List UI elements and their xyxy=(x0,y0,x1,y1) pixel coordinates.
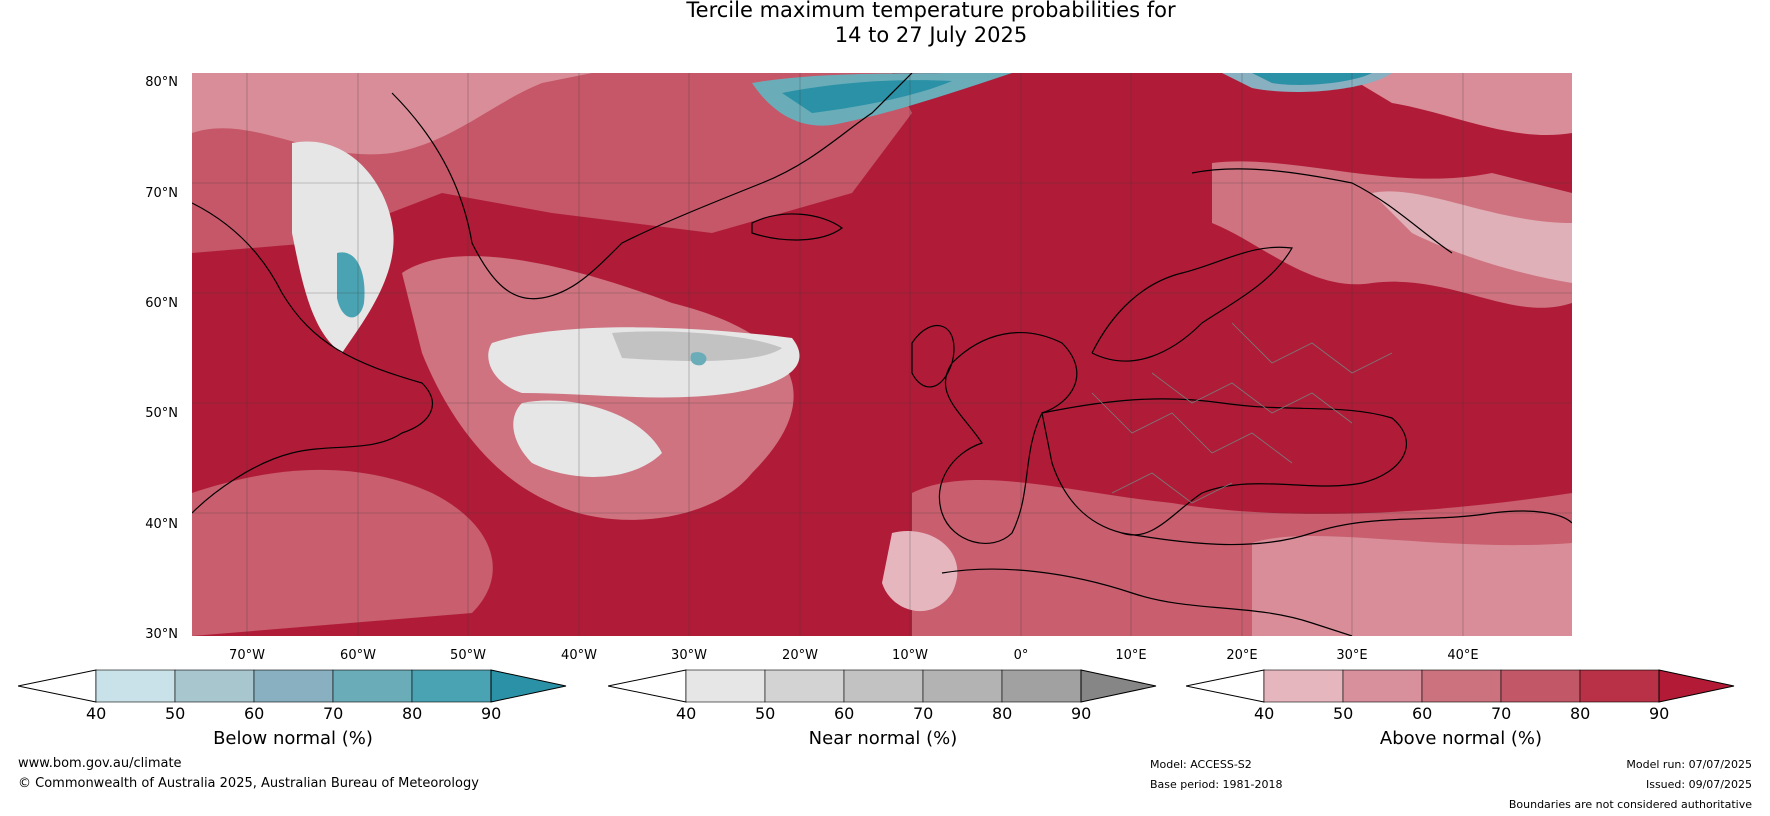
base-period-text: Base period: 1981-2018 xyxy=(1150,778,1283,791)
map-panel[interactable] xyxy=(192,73,1572,636)
cb2-tick-80: 80 xyxy=(992,704,1013,723)
cb2-tick-40: 40 xyxy=(676,704,697,723)
lat-label-70n: 70°N xyxy=(145,186,178,201)
lon-label-40e: 40°E xyxy=(1447,648,1479,663)
lat-label-80n: 80°N xyxy=(145,75,178,90)
chart-title: Tercile maximum temperature probabilitie… xyxy=(0,0,1770,48)
colorbar-below-normal: 40 50 60 70 80 90 Below normal (%) xyxy=(17,668,568,749)
cb1-tick-80: 80 xyxy=(402,704,423,723)
cb1-tick-50: 50 xyxy=(165,704,186,723)
website-link[interactable]: www.bom.gov.au/climate xyxy=(18,756,182,771)
lon-label-60w: 60°W xyxy=(340,648,376,663)
lon-label-50w: 50°W xyxy=(450,648,486,663)
lon-label-0: 0° xyxy=(1013,648,1029,663)
lon-label-10w: 10°W xyxy=(892,648,928,663)
copyright-text: © Commonwealth of Australia 2025, Austra… xyxy=(18,776,479,791)
cb1-tick-60: 60 xyxy=(244,704,265,723)
lon-label-20e: 20°E xyxy=(1226,648,1258,663)
cb2-label: Near normal (%) xyxy=(808,728,958,749)
cb3-tick-40: 40 xyxy=(1254,704,1275,723)
cb2-tick-70: 70 xyxy=(913,704,934,723)
colorbar-above-normal: 40 50 60 70 80 90 Above normal (%) xyxy=(1185,668,1736,749)
model-text: Model: ACCESS-S2 xyxy=(1150,758,1252,771)
disclaimer-text: Boundaries are not considered authoritat… xyxy=(1508,798,1752,811)
model-run-text: Model run: 07/07/2025 xyxy=(1626,758,1752,771)
cb1-tick-40: 40 xyxy=(86,704,107,723)
cb3-tick-80: 80 xyxy=(1570,704,1591,723)
lat-label-30n: 30°N xyxy=(145,627,178,642)
cb1-tick-70: 70 xyxy=(323,704,344,723)
cb3-tick-60: 60 xyxy=(1412,704,1433,723)
lat-label-60n: 60°N xyxy=(145,296,178,311)
issued-text: Issued: 09/07/2025 xyxy=(1645,778,1752,791)
title-line-1: Tercile maximum temperature probabilitie… xyxy=(686,0,1176,22)
colorbar-near-normal: 40 50 60 70 80 90 Near normal (%) xyxy=(607,668,1158,749)
lat-label-40n: 40°N xyxy=(145,517,178,532)
lon-label-20w: 20°W xyxy=(782,648,818,663)
cb1-tick-90: 90 xyxy=(481,704,502,723)
cb3-tick-90: 90 xyxy=(1649,704,1670,723)
cb2-tick-60: 60 xyxy=(834,704,855,723)
colorbar-below-normal-swatches xyxy=(17,669,567,703)
cb3-label: Above normal (%) xyxy=(1379,728,1543,749)
lon-label-30e: 30°E xyxy=(1336,648,1368,663)
cb2-tick-50: 50 xyxy=(755,704,776,723)
cb3-tick-50: 50 xyxy=(1333,704,1354,723)
cb3-tick-70: 70 xyxy=(1491,704,1512,723)
cb2-tick-90: 90 xyxy=(1071,704,1092,723)
colorbar-near-normal-swatches xyxy=(607,669,1157,703)
lon-label-30w: 30°W xyxy=(671,648,707,663)
lon-label-70w: 70°W xyxy=(229,648,265,663)
lon-label-40w: 40°W xyxy=(561,648,597,663)
lat-label-50n: 50°N xyxy=(145,406,178,421)
cb1-label: Below normal (%) xyxy=(213,728,373,749)
title-line-2: 14 to 27 July 2025 xyxy=(834,23,1028,47)
lon-label-10e: 10°E xyxy=(1115,648,1147,663)
probability-map xyxy=(192,73,1572,636)
colorbar-above-normal-swatches xyxy=(1185,669,1735,703)
